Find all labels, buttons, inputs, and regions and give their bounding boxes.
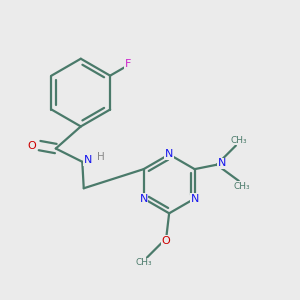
Text: CH₃: CH₃ xyxy=(230,136,247,145)
Text: N: N xyxy=(218,158,226,168)
Text: O: O xyxy=(162,236,171,246)
Text: F: F xyxy=(125,59,131,69)
Text: N: N xyxy=(190,194,199,204)
Text: N: N xyxy=(83,155,92,165)
Text: N: N xyxy=(165,149,173,159)
Text: CH₃: CH₃ xyxy=(136,258,152,267)
Text: N: N xyxy=(140,194,148,204)
Text: CH₃: CH₃ xyxy=(233,182,250,191)
Text: O: O xyxy=(28,141,37,151)
Text: H: H xyxy=(97,152,105,162)
